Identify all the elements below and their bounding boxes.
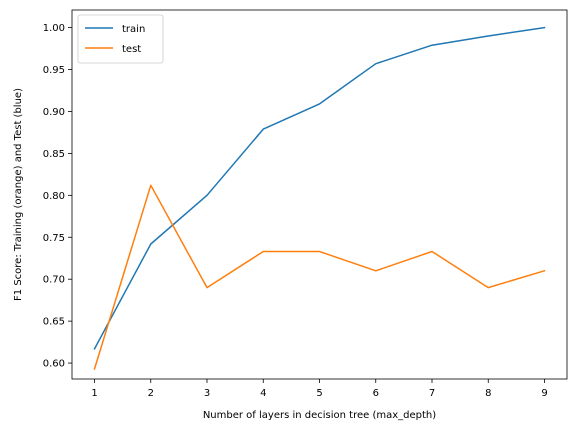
legend-label-test: test: [122, 44, 141, 55]
x-tick-label: 6: [373, 388, 379, 399]
x-axis-label: Number of layers in decision tree (max_d…: [203, 410, 436, 421]
y-tick-label: 0.65: [43, 317, 65, 328]
x-tick-label: 1: [91, 388, 97, 399]
y-axis-ticks: 0.60 0.65 0.70 0.75 0.80 0.85 0.90 0.95 1.00: [43, 23, 72, 370]
x-tick-label: 2: [148, 388, 154, 399]
plot-frame: [71, 9, 568, 380]
x-tick-label: 9: [541, 388, 547, 399]
y-tick-label: 0.75: [43, 233, 65, 244]
x-tick-label: 5: [316, 388, 322, 399]
y-tick-label: 0.60: [43, 359, 65, 370]
y-tick-label: 1.00: [43, 23, 65, 34]
x-tick-label: 7: [429, 388, 435, 399]
y-tick-label: 0.90: [43, 107, 65, 118]
legend-label-train: train: [122, 24, 145, 35]
y-tick-label: 0.70: [43, 275, 65, 286]
x-tick-label: 3: [204, 388, 210, 399]
legend-box: [77, 14, 164, 64]
legend: train test: [77, 14, 164, 64]
x-axis-ticks: 1 2 3 4 5 6 7 8 9: [91, 379, 548, 399]
x-tick-label: 4: [260, 388, 266, 399]
y-tick-label: 0.95: [43, 65, 65, 76]
y-tick-label: 0.85: [43, 149, 65, 160]
y-tick-label: 0.80: [43, 191, 65, 202]
series-line-train: [93, 26, 546, 350]
plot-area: [72, 10, 567, 379]
series-line-test: [93, 184, 546, 370]
x-tick-label: 8: [485, 388, 491, 399]
series-layer: [93, 26, 546, 370]
y-axis-label: F1 Score: Training (orange) and Test (bl…: [13, 88, 24, 301]
